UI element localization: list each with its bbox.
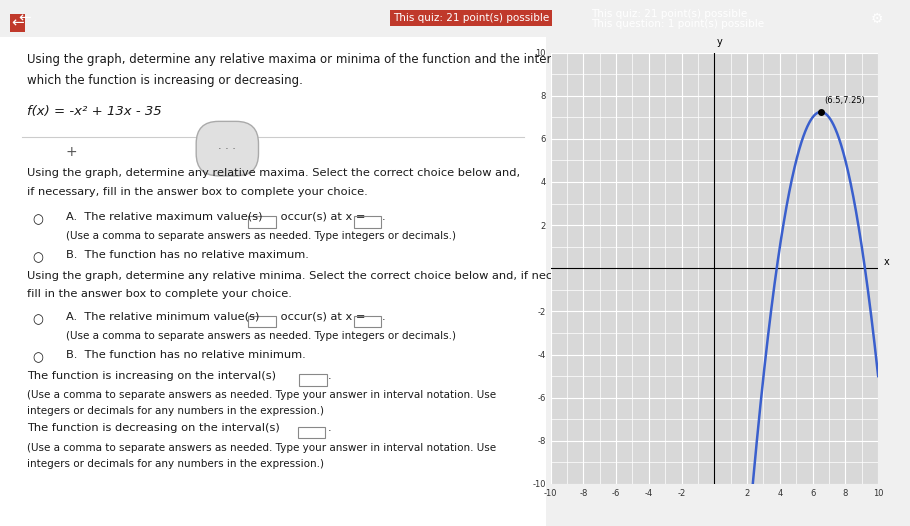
Text: (Use a comma to separate answers as needed. Type your answer in interval notatio: (Use a comma to separate answers as need…	[27, 390, 497, 400]
Text: A.  The relative maximum value(s): A. The relative maximum value(s)	[66, 212, 262, 222]
Bar	[248, 316, 276, 327]
Text: y: y	[716, 37, 723, 47]
Text: Using the graph, determine any relative maxima or minima of the function and the: Using the graph, determine any relative …	[27, 53, 594, 66]
Text: This quiz: 21 point(s) possible: This quiz: 21 point(s) possible	[393, 13, 550, 23]
Text: Using the graph, determine any relative maxima. Select the correct choice below : Using the graph, determine any relative …	[27, 168, 521, 178]
Text: (6.5,7.25): (6.5,7.25)	[824, 96, 865, 105]
Text: ←: ←	[18, 11, 31, 26]
Text: .: .	[382, 312, 386, 322]
Text: occur(s) at x =: occur(s) at x =	[278, 312, 366, 322]
Text: .: .	[328, 371, 331, 381]
Text: ←: ←	[11, 16, 24, 31]
Text: +: +	[66, 145, 77, 159]
Text: This question: 1 point(s) possible: This question: 1 point(s) possible	[592, 19, 764, 29]
Bar	[248, 216, 276, 228]
Text: integers or decimals for any numbers in the expression.): integers or decimals for any numbers in …	[27, 459, 324, 469]
Text: B.  The function has no relative maximum.: B. The function has no relative maximum.	[66, 250, 308, 260]
Text: if necessary, fill in the answer box to complete your choice.: if necessary, fill in the answer box to …	[27, 187, 368, 197]
Text: x: x	[884, 257, 889, 267]
Text: which the function is increasing or decreasing.: which the function is increasing or decr…	[27, 74, 303, 87]
Text: ○: ○	[33, 313, 44, 326]
Text: The function is increasing on the interval(s): The function is increasing on the interv…	[27, 371, 277, 381]
Text: ○: ○	[33, 351, 44, 364]
Text: .: .	[382, 212, 386, 222]
Text: fill in the answer box to complete your choice.: fill in the answer box to complete your …	[27, 289, 292, 299]
Text: (Use a comma to separate answers as needed. Type your answer in interval notatio: (Use a comma to separate answers as need…	[27, 443, 497, 453]
Text: occur(s) at x =: occur(s) at x =	[278, 212, 366, 222]
Bar	[298, 427, 326, 438]
Text: ○: ○	[33, 213, 44, 226]
Text: integers or decimals for any numbers in the expression.): integers or decimals for any numbers in …	[27, 406, 324, 416]
Text: (Use a comma to separate answers as needed. Type integers or decimals.): (Use a comma to separate answers as need…	[66, 231, 456, 241]
Text: f(x) = -x² + 13x - 35: f(x) = -x² + 13x - 35	[27, 105, 162, 118]
Text: · · ·: · · ·	[218, 144, 237, 154]
Text: (Use a comma to separate answers as needed. Type integers or decimals.): (Use a comma to separate answers as need…	[66, 331, 456, 341]
Text: The function is decreasing on the interval(s): The function is decreasing on the interv…	[27, 423, 280, 433]
Bar	[354, 316, 381, 327]
Bar	[299, 374, 327, 386]
Text: ○: ○	[33, 251, 44, 265]
Text: This quiz: 21 point(s) possible: This quiz: 21 point(s) possible	[592, 9, 748, 19]
Bar	[354, 216, 381, 228]
Text: ⚙: ⚙	[870, 12, 883, 25]
Text: Using the graph, determine any relative minima. Select the correct choice below : Using the graph, determine any relative …	[27, 271, 593, 281]
Text: A.  The relative minimum value(s): A. The relative minimum value(s)	[66, 312, 258, 322]
Text: .: .	[328, 423, 331, 433]
Text: B.  The function has no relative minimum.: B. The function has no relative minimum.	[66, 350, 305, 360]
